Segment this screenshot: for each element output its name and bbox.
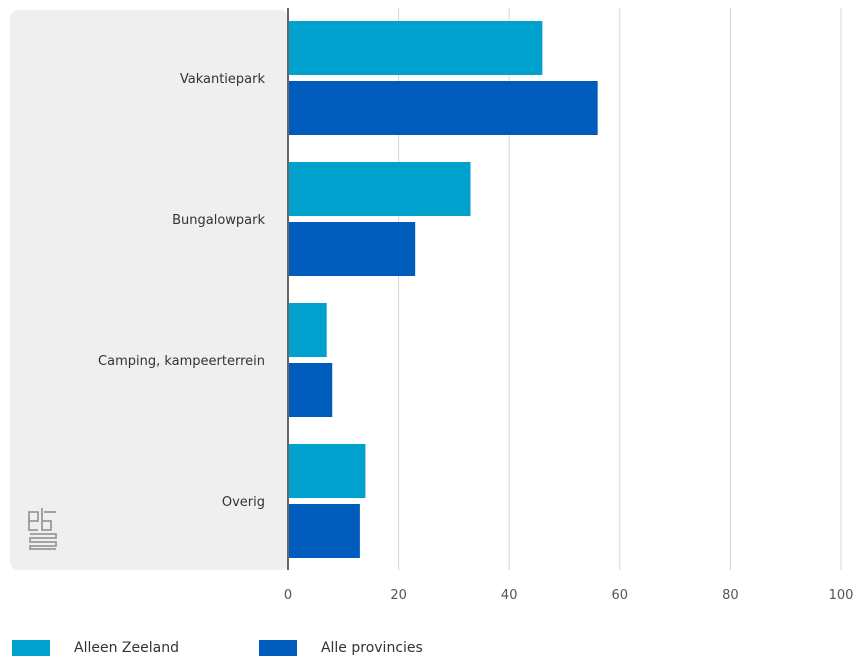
- x-tick-label: 20: [390, 588, 407, 603]
- bar-alleen-zeeland-3[interactable]: [289, 444, 366, 498]
- category-label: Overig: [222, 495, 265, 510]
- legend: Alleen Zeeland Alle provincies: [12, 640, 503, 656]
- bar-alleen-zeeland-1[interactable]: [289, 162, 471, 216]
- legend-swatch-alle-provincies: [258, 640, 297, 656]
- bar-alle-provincies-2[interactable]: [289, 363, 333, 417]
- category-label: Camping, kampeerterrein: [98, 354, 265, 369]
- bar-alleen-zeeland-2[interactable]: [289, 303, 327, 357]
- category-label: Bungalowpark: [172, 213, 265, 228]
- legend-swatch-alleen-zeeland: [12, 640, 50, 656]
- cbs-logo-icon: [28, 508, 57, 550]
- x-tick-label: 80: [722, 588, 739, 603]
- x-axis-tick-labels: 0 20 40 60 80 100: [284, 588, 854, 603]
- x-tick-label: 60: [612, 588, 629, 603]
- bar-alle-provincies-0[interactable]: [289, 81, 598, 135]
- bar-alleen-zeeland-0[interactable]: [289, 21, 543, 75]
- x-tick-label: 40: [501, 588, 518, 603]
- x-tick-label: 100: [829, 588, 854, 603]
- legend-label-alle-provincies: Alle provincies: [320, 640, 423, 656]
- legend-label-alleen-zeeland: Alleen Zeeland: [74, 640, 179, 656]
- legend-item-alle-provincies[interactable]: Alle provincies: [258, 640, 423, 656]
- legend-item-alleen-zeeland[interactable]: Alleen Zeeland: [12, 640, 179, 656]
- bars: [289, 21, 598, 558]
- category-panel-background: [10, 10, 288, 570]
- x-tick-label: 0: [284, 588, 292, 603]
- bar-chart: Vakantiepark Bungalowpark Camping, kampeer…: [10, 8, 854, 603]
- category-labels: Vakantiepark Bungalowpark Camping, kampeer…: [98, 72, 265, 510]
- category-label: Vakantiepark: [180, 72, 266, 87]
- bar-alle-provincies-3[interactable]: [289, 504, 360, 558]
- bar-alle-provincies-1[interactable]: [289, 222, 416, 276]
